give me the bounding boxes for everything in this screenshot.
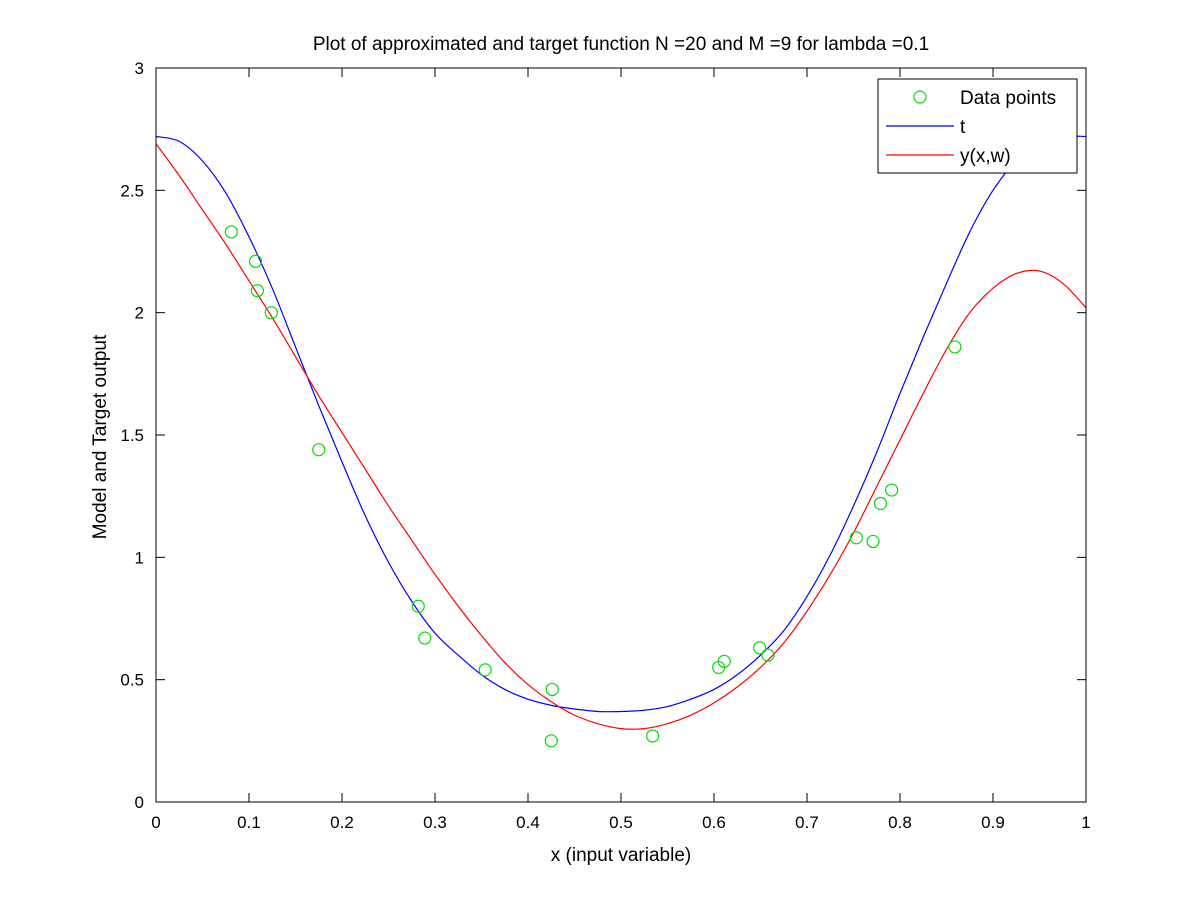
data-point bbox=[752, 641, 767, 655]
x-tick-label: 0.1 bbox=[237, 813, 261, 832]
y-tick-label: 0 bbox=[135, 793, 144, 812]
x-tick-label: 1 bbox=[1081, 813, 1090, 832]
x-tick-label: 0 bbox=[151, 813, 160, 832]
x-tick-label: 0.5 bbox=[609, 813, 633, 832]
data-point bbox=[544, 734, 558, 748]
legend-label-t: t bbox=[960, 117, 966, 138]
y-tick-label: 3 bbox=[135, 59, 144, 78]
x-axis-label: x (input variable) bbox=[551, 845, 691, 866]
data-point bbox=[250, 284, 264, 298]
data-point bbox=[646, 729, 660, 743]
data-point bbox=[761, 648, 775, 662]
data-point bbox=[873, 496, 888, 511]
data-point bbox=[885, 483, 899, 497]
legend-marker-data-points bbox=[913, 90, 927, 104]
data-point bbox=[866, 534, 880, 549]
x-tick-label: 0.8 bbox=[888, 813, 912, 832]
x-axis-ticks: 0 0.1 0.2 0.3 0.4 0.5 0.6 0.7 0.8 0.9 1 bbox=[151, 68, 1091, 832]
data-point bbox=[717, 654, 731, 668]
x-tick-label: 0.6 bbox=[702, 813, 726, 832]
y-tick-label: 1 bbox=[135, 548, 144, 567]
y-tick-label: 2.5 bbox=[120, 181, 144, 200]
y-tick-label: 2 bbox=[135, 304, 144, 323]
y-tick-label: 0.5 bbox=[120, 671, 144, 690]
data-point bbox=[264, 306, 278, 320]
data-point bbox=[418, 631, 432, 645]
data-point bbox=[224, 225, 238, 239]
y-axis-label: Model and Target output bbox=[90, 334, 111, 539]
legend-label-data-points: Data points bbox=[960, 88, 1056, 109]
series-layer bbox=[155, 135, 1087, 748]
chart-title: Plot of approximated and target function… bbox=[313, 34, 929, 55]
series-line-2 bbox=[155, 143, 1087, 730]
x-tick-label: 0.4 bbox=[516, 813, 540, 832]
data-point bbox=[248, 254, 263, 268]
plot-area bbox=[156, 68, 1086, 802]
y-tick-label: 1.5 bbox=[120, 426, 144, 445]
data-point bbox=[849, 531, 863, 545]
data-point bbox=[948, 340, 962, 354]
data-point bbox=[478, 663, 492, 677]
data-point bbox=[411, 599, 425, 613]
x-tick-label: 0.3 bbox=[423, 813, 447, 832]
series-line-1 bbox=[155, 135, 1087, 713]
legend: Data points t y(x,w) bbox=[877, 78, 1078, 174]
x-tick-label: 0.9 bbox=[981, 813, 1005, 832]
data-point bbox=[545, 682, 559, 697]
x-tick-label: 0.7 bbox=[795, 813, 819, 832]
x-tick-label: 0.2 bbox=[330, 813, 354, 832]
y-axis-ticks: 0 0.5 1 1.5 2 2.5 3 bbox=[120, 59, 1086, 812]
legend-label-y: y(x,w) bbox=[960, 146, 1011, 167]
data-point bbox=[312, 443, 326, 457]
